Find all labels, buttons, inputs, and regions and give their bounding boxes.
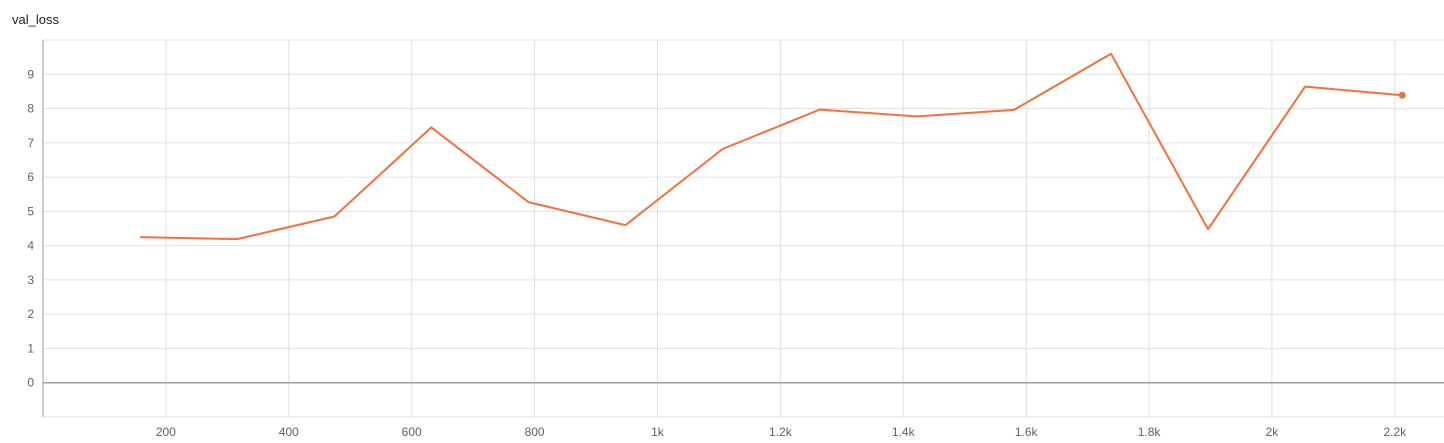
- y-tick-label: 3: [27, 273, 34, 287]
- x-tick-label: 1.2k: [769, 425, 793, 439]
- y-tick-label: 6: [27, 170, 34, 184]
- y-tick-label: 0: [27, 376, 34, 390]
- x-tick-label: 600: [402, 425, 422, 439]
- x-tick-label: 2k: [1266, 425, 1280, 439]
- chart-title: val_loss: [12, 12, 59, 27]
- x-tick-label: 2.2k: [1383, 425, 1407, 439]
- x-tick-label: 200: [156, 425, 176, 439]
- x-tick-label: 1k: [651, 425, 665, 439]
- y-tick-label: 7: [27, 136, 34, 150]
- y-tick-label: 5: [27, 204, 34, 218]
- y-tick-label: 8: [27, 102, 34, 116]
- y-tick-label: 1: [27, 341, 34, 355]
- x-tick-label: 1.8k: [1138, 425, 1162, 439]
- y-tick-label: 4: [27, 239, 34, 253]
- y-tick-label: 2: [27, 307, 34, 321]
- x-tick-label: 800: [525, 425, 545, 439]
- x-tick-label: 1.4k: [892, 425, 916, 439]
- y-tick-label: 9: [27, 67, 34, 81]
- x-tick-label: 1.6k: [1015, 425, 1039, 439]
- x-tick-label: 400: [279, 425, 299, 439]
- series-line: [140, 52, 1403, 241]
- last-point-marker: [1398, 91, 1406, 99]
